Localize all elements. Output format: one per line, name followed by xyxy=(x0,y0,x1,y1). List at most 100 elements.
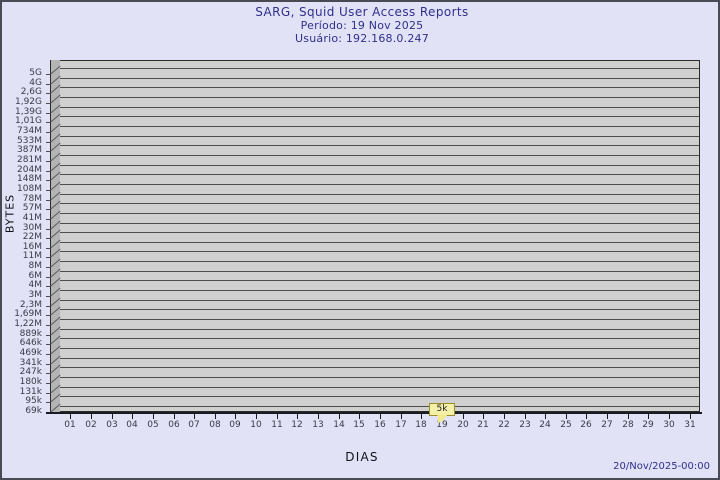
x-axis-tick-label: 12 xyxy=(291,420,303,430)
y-axis-tick-label: 1,69M xyxy=(14,309,42,319)
gridline xyxy=(60,358,699,359)
x-axis-tick-mark xyxy=(70,414,71,419)
y-axis-tick-label: 108M xyxy=(17,184,42,194)
x-axis-tick-label: 20 xyxy=(457,420,469,430)
report-period: Período: 19 Nov 2025 xyxy=(300,19,424,32)
x-axis-tick-mark xyxy=(380,414,381,419)
x-axis-title: DIAS xyxy=(345,450,379,464)
x-axis-tick-label: 11 xyxy=(271,420,283,430)
x-axis-tick-label: 27 xyxy=(601,420,613,430)
x-axis-tick-mark xyxy=(153,414,154,419)
x-axis-tick-mark xyxy=(628,414,629,419)
gridline xyxy=(60,174,699,175)
y-axis-tick-label: 281M xyxy=(17,155,42,165)
x-axis-tick-mark xyxy=(174,414,175,419)
gridline xyxy=(60,329,699,330)
x-axis-tick-label: 13 xyxy=(312,420,324,430)
report-user: Usuário: 192.168.0.247 xyxy=(295,32,429,45)
gridline xyxy=(60,107,699,108)
x-axis-tick-mark xyxy=(483,414,484,419)
y-axis-tick-label: 41M xyxy=(22,213,42,223)
y-axis-tick-mark xyxy=(46,180,50,181)
y-axis-tick-label: 469k xyxy=(19,348,42,358)
x-axis-tick-label: 03 xyxy=(106,420,118,430)
x-axis-tick-label: 21 xyxy=(477,420,489,430)
x-axis-tick-mark xyxy=(401,414,402,419)
gridline xyxy=(60,251,699,252)
y-axis-tick-mark xyxy=(46,296,50,297)
x-axis-tick-label: 18 xyxy=(415,420,427,430)
y-axis-tick-mark xyxy=(46,74,50,75)
x-axis-tick-mark xyxy=(586,414,587,419)
gridline xyxy=(60,194,699,195)
y-axis-tick-mark xyxy=(46,373,50,374)
y-axis-tick-label: 148M xyxy=(17,174,42,184)
y-axis-tick-mark xyxy=(46,402,50,403)
x-axis-tick-label: 01 xyxy=(64,420,76,430)
x-axis-tick-label: 07 xyxy=(188,420,200,430)
y-axis-tick-mark xyxy=(46,393,50,394)
y-axis-tick-mark xyxy=(46,267,50,268)
x-axis-tick-mark xyxy=(91,414,92,419)
y-axis-tick-mark xyxy=(46,383,50,384)
y-axis-tick-mark xyxy=(46,161,50,162)
gridline xyxy=(60,155,699,156)
y-axis-tick-label: 11M xyxy=(22,251,42,261)
y-axis-tick-label: 2,3M xyxy=(19,300,42,310)
y-axis-tick-mark xyxy=(46,306,50,307)
y-axis-tick-mark xyxy=(46,248,50,249)
gridline xyxy=(60,338,699,339)
y-axis-tick-label: 69k xyxy=(25,406,42,416)
gridline xyxy=(60,406,699,407)
y-axis-tick-label: 57M xyxy=(22,203,42,213)
gridline xyxy=(60,261,699,262)
y-axis-tick-label: 8M xyxy=(28,261,43,271)
x-axis-tick-label: 29 xyxy=(642,420,654,430)
y-axis-tick-mark xyxy=(46,93,50,94)
gridline xyxy=(60,242,699,243)
data-callout-pointer-tip-icon xyxy=(437,415,447,422)
y-axis-tick-mark xyxy=(46,335,50,336)
y-axis-tick-mark xyxy=(46,84,50,85)
x-axis-tick-mark xyxy=(648,414,649,419)
x-axis-tick-mark xyxy=(215,414,216,419)
x-axis-tick-mark xyxy=(504,414,505,419)
x-axis-tick-label: 14 xyxy=(333,420,345,430)
y-axis-tick-label: 1,92G xyxy=(14,97,42,107)
gridline xyxy=(60,232,699,233)
x-axis-tick-mark xyxy=(256,414,257,419)
x-axis-tick-label: 23 xyxy=(519,420,531,430)
gridline xyxy=(60,387,699,388)
y-axis-tick-label: 22M xyxy=(22,232,42,242)
x-axis-tick-mark xyxy=(297,414,298,419)
y-axis-tick-label: 78M xyxy=(22,194,42,204)
gridline xyxy=(60,280,699,281)
y-axis-tick-mark xyxy=(46,277,50,278)
gridline xyxy=(60,348,699,349)
x-axis-tick-mark xyxy=(525,414,526,419)
y-axis-tick-mark xyxy=(46,257,50,258)
x-axis-tick-label: 17 xyxy=(395,420,407,430)
y-axis-tick-mark xyxy=(46,364,50,365)
y-axis-tick-mark xyxy=(46,229,50,230)
y-axis-tick-label: 180k xyxy=(19,377,42,387)
gridline xyxy=(60,78,699,79)
gridline xyxy=(60,309,699,310)
x-axis-tick-label: 08 xyxy=(209,420,221,430)
x-axis-tick-mark xyxy=(607,414,608,419)
gridline xyxy=(60,213,699,214)
y-axis-tick-mark xyxy=(46,113,50,114)
y-axis-tick-label: 889k xyxy=(19,329,42,339)
y-axis-tick-label: 1,22M xyxy=(14,319,42,329)
x-axis-tick-label: 04 xyxy=(126,420,138,430)
gridline xyxy=(60,145,699,146)
y-axis-tick-mark xyxy=(46,238,50,239)
gridline xyxy=(60,271,699,272)
x-axis-tick-label: 22 xyxy=(498,420,510,430)
y-axis-tick-mark xyxy=(46,132,50,133)
y-axis-tick-label: 5G xyxy=(29,68,42,78)
y-axis-tick-mark xyxy=(46,315,50,316)
y-axis-tick-label: 247k xyxy=(19,367,42,377)
x-axis-tick-mark xyxy=(339,414,340,419)
plot-wrapper xyxy=(50,60,700,420)
